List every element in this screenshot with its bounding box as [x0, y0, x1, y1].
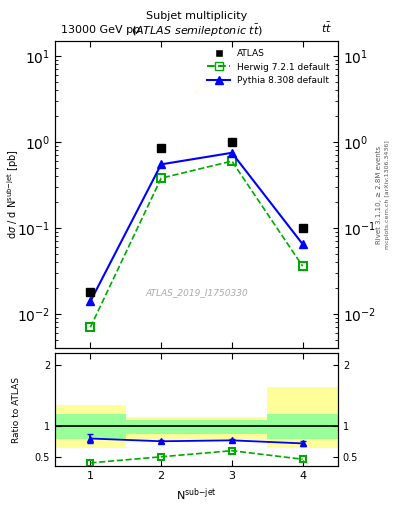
Pythia 8.308 default [159, 161, 163, 167]
Text: $t\bar{t}$: $t\bar{t}$ [321, 20, 332, 35]
Pythia 8.308 default [230, 150, 234, 156]
Herwig 7.2.1 default [230, 158, 234, 164]
Pythia 8.308 default [300, 241, 305, 247]
X-axis label: N$^{\rm sub{-}jet}$: N$^{\rm sub{-}jet}$ [176, 486, 217, 503]
Line: Herwig 7.2.1 default: Herwig 7.2.1 default [86, 157, 307, 331]
Herwig 7.2.1 default [159, 175, 163, 181]
Title: Subjet multiplicity
$\it{(ATLAS\ semileptonic\ t\bar{t})}$: Subjet multiplicity $\it{(ATLAS\ semilep… [130, 11, 263, 39]
Text: mcplots.cern.ch [arXiv:1306.3436]: mcplots.cern.ch [arXiv:1306.3436] [385, 140, 389, 249]
Herwig 7.2.1 default [300, 263, 305, 269]
Text: 13000 GeV pp: 13000 GeV pp [61, 25, 140, 35]
Legend: ATLAS, Herwig 7.2.1 default, Pythia 8.308 default: ATLAS, Herwig 7.2.1 default, Pythia 8.30… [204, 46, 334, 89]
Herwig 7.2.1 default [88, 324, 93, 330]
Y-axis label: Ratio to ATLAS: Ratio to ATLAS [12, 377, 21, 442]
Y-axis label: d$\sigma$ / d N$^{\rm sub{-}jet}$ [pb]: d$\sigma$ / d N$^{\rm sub{-}jet}$ [pb] [5, 150, 21, 240]
Pythia 8.308 default [88, 298, 93, 305]
Text: Rivet 3.1.10, ≥ 2.8M events: Rivet 3.1.10, ≥ 2.8M events [376, 145, 382, 244]
Text: ATLAS_2019_I1750330: ATLAS_2019_I1750330 [145, 288, 248, 297]
Line: Pythia 8.308 default: Pythia 8.308 default [86, 148, 307, 306]
